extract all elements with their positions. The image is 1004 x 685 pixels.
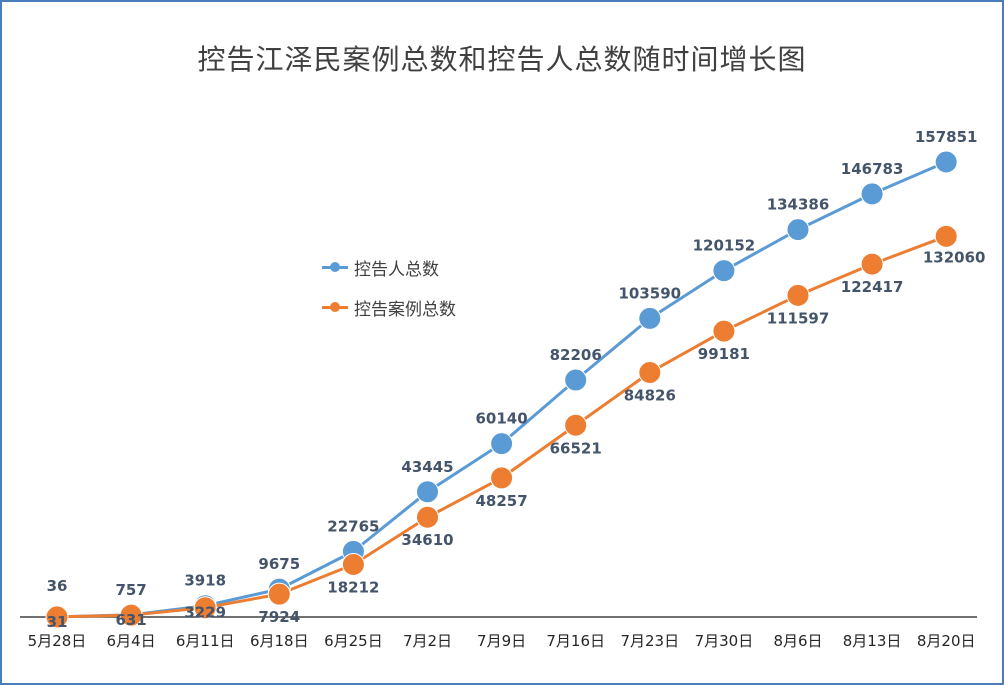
x-tick-label: 6月11日	[176, 632, 235, 650]
data-label-cases: 631	[115, 611, 146, 629]
data-point-cases	[416, 505, 439, 529]
x-tick-label: 7月9日	[477, 632, 526, 650]
x-tick-label: 6月4日	[107, 632, 156, 650]
x-tick-label: 8月6日	[773, 632, 822, 650]
data-point-cases	[490, 466, 514, 490]
chart-title: 控告江泽民案例总数和控告人总数随时间增长图	[197, 43, 807, 76]
data-label-cases: 84826	[624, 386, 676, 404]
legend-item-complainants[interactable]: 控告人总数	[322, 247, 456, 287]
x-tick-label: 7月2日	[403, 632, 452, 650]
x-tick-label: 5月28日	[28, 632, 87, 650]
data-label-complainants: 157851	[915, 128, 978, 146]
data-point-cases	[564, 413, 588, 437]
data-point-complainants	[416, 480, 439, 504]
data-point-cases	[934, 224, 958, 248]
x-tick-label: 8月20日	[917, 632, 976, 650]
data-label-cases: 48257	[476, 492, 528, 510]
data-label-complainants: 43445	[401, 458, 453, 476]
data-point-cases	[193, 596, 217, 620]
data-label-complainants: 9675	[258, 555, 300, 573]
data-point-complainants	[490, 432, 514, 456]
data-point-cases	[119, 603, 143, 627]
data-label-complainants: 22765	[327, 517, 379, 535]
data-point-cases	[860, 252, 884, 276]
data-label-complainants: 36	[47, 577, 68, 595]
data-point-complainants	[712, 259, 736, 283]
data-label-complainants: 757	[115, 581, 146, 599]
x-tick-label: 7月30日	[695, 632, 754, 650]
series-line-complainants	[56, 160, 947, 619]
data-point-complainants	[786, 218, 810, 242]
data-label-cases: 31	[47, 613, 68, 631]
legend-swatch-cases	[322, 300, 348, 314]
data-label-cases: 99181	[698, 345, 750, 363]
data-label-complainants: 3918	[184, 572, 226, 590]
data-label-cases: 132060	[923, 248, 986, 266]
legend-label-complainants: 控告人总数	[354, 259, 439, 280]
data-point-cases	[786, 283, 810, 307]
data-label-cases: 3229	[184, 604, 226, 622]
x-tick-label: 8月13日	[843, 632, 902, 650]
legend: 控告人总数 控告案例总数	[322, 247, 456, 327]
data-point-cases	[712, 319, 736, 343]
data-label-cases: 7924	[258, 608, 300, 626]
legend-swatch-complainants	[322, 260, 348, 274]
x-tick-label: 7月23日	[620, 632, 679, 650]
data-point-cases	[341, 553, 365, 577]
legend-item-cases[interactable]: 控告案例总数	[322, 287, 456, 327]
data-label-cases: 18212	[327, 579, 379, 597]
data-label-cases: 66521	[550, 439, 602, 457]
data-label-cases: 34610	[401, 531, 453, 549]
data-point-complainants	[934, 150, 958, 174]
data-point-complainants	[860, 182, 884, 206]
data-label-complainants: 146783	[841, 160, 904, 178]
data-point-cases	[45, 605, 69, 629]
data-label-complainants: 82206	[550, 346, 602, 364]
data-label-complainants: 103590	[618, 284, 681, 302]
data-point-complainants	[638, 306, 662, 330]
data-label-complainants: 120152	[693, 237, 756, 255]
data-label-complainants: 134386	[767, 196, 830, 214]
data-point-complainants	[564, 368, 588, 392]
data-point-cases	[638, 360, 662, 384]
legend-label-cases: 控告案例总数	[354, 299, 456, 320]
x-tick-label: 6月25日	[324, 632, 383, 650]
x-tick-label: 7月16日	[546, 632, 605, 650]
data-label-cases: 122417	[841, 278, 904, 296]
data-label-cases: 111597	[767, 309, 830, 327]
data-point-cases	[267, 582, 291, 606]
x-tick-label: 6月18日	[250, 632, 309, 650]
data-label-complainants: 60140	[476, 410, 528, 428]
